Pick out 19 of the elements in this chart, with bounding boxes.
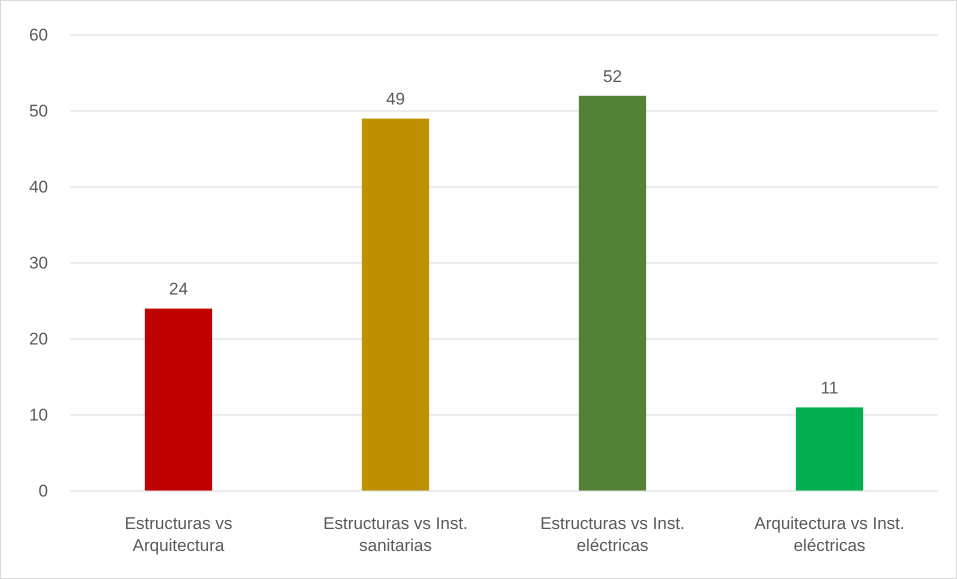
data-label: 11 [820,378,838,398]
y-tick-label: 50 [29,101,48,120]
y-tick-label: 40 [29,177,48,196]
data-label: 49 [386,90,405,109]
y-tick-label: 20 [29,329,48,348]
bar [796,407,864,491]
data-label: 52 [603,66,622,86]
bar [578,96,646,491]
x-tick-label: Estructuras vs Inst. sanitarias [323,514,468,556]
y-tick-label: 60 [29,25,48,44]
x-tick-label: Estructuras vs Inst. eléctricas [540,514,685,556]
x-tick-label: Estructuras vs Arquitectura [124,514,232,556]
data-label: 24 [169,280,188,299]
y-tick-label: 30 [29,253,48,272]
bar [144,308,212,491]
y-tick-label: 10 [29,405,48,424]
x-tick-label: Arquitectura vs Inst. eléctricas [754,514,905,556]
y-tick-label: 0 [38,481,48,500]
bar [362,118,430,491]
